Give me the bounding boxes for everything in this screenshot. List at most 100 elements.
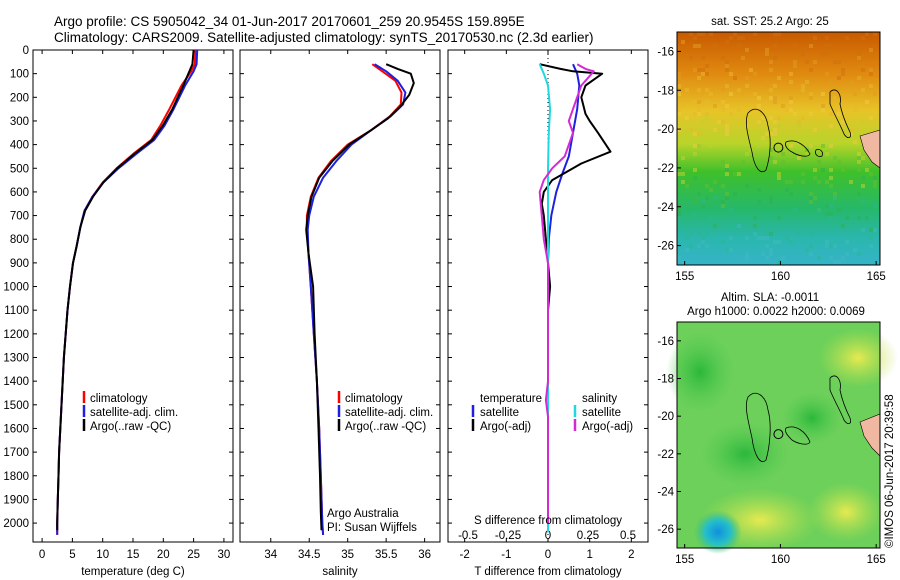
sst-pixel <box>761 252 765 256</box>
sst-pixel <box>693 100 697 104</box>
sst-pixel <box>873 180 877 184</box>
sla-lon-ticks: 155 160 165 <box>675 544 886 566</box>
sst-pixel <box>693 212 697 216</box>
sst-pixel <box>729 236 733 240</box>
sst-pixel <box>793 60 797 64</box>
sst-pixel <box>869 84 873 88</box>
legend-label-climatology: climatology <box>345 393 403 405</box>
sst-pixel <box>773 96 777 100</box>
sst-pixel <box>697 68 701 72</box>
legend-label-s-argo: Argo(-adj) <box>582 421 633 433</box>
sst-pixel <box>813 196 817 200</box>
sst-pixel <box>713 196 717 200</box>
lat-tick-label: -26 <box>657 524 674 536</box>
sla-green-right <box>782 392 842 444</box>
sst-pixel <box>721 160 725 164</box>
sst-pixel <box>717 120 721 124</box>
sst-pixel <box>753 232 757 236</box>
depth-tick-label: 800 <box>10 234 29 246</box>
sst-pixel <box>777 260 781 264</box>
sst-pixel <box>785 236 789 240</box>
sst-pixel <box>729 216 733 220</box>
sst-pixel <box>721 108 725 112</box>
sst-pixel <box>733 76 737 80</box>
sst-pixel <box>825 240 829 244</box>
sst-pixel <box>865 168 869 172</box>
sst-pixel <box>721 56 725 60</box>
sst-pixel <box>841 120 845 124</box>
sst-pixel <box>813 168 817 172</box>
x-tick-label: 2 <box>628 549 634 561</box>
sst-pixel <box>761 236 765 240</box>
sla-cyan-eddy <box>694 510 742 554</box>
sst-pixel <box>693 168 697 172</box>
sst-pixel <box>709 144 713 148</box>
sst-pixel <box>821 144 825 148</box>
lat-tick-label: -18 <box>657 85 674 97</box>
sst-pixel <box>705 88 709 92</box>
sst-pixel <box>869 244 873 248</box>
depth-ticks: 0 100 200 300 400 500 600 700 800 900 1000 1100 1200… <box>3 45 233 530</box>
sst-pixel <box>821 104 825 108</box>
temperature-lines <box>56 50 199 535</box>
sst-pixel <box>693 68 697 72</box>
sst-pixel <box>697 108 701 112</box>
sst-pixel <box>805 248 809 252</box>
sst-pixel <box>685 88 689 92</box>
sst-pixel <box>777 76 781 80</box>
sst-pixel <box>701 120 705 124</box>
s-difference-ticks: -0.5 -0.25 0 0.25 0.5 <box>458 530 636 542</box>
temperature-panel: 0100200300400500600700800900100011001200… <box>3 45 234 578</box>
sst-pixel <box>861 156 865 160</box>
sst-pixel <box>825 44 829 48</box>
sst-pixel <box>841 72 845 76</box>
sst-pixel <box>829 212 833 216</box>
x-tick-label: 15 <box>127 549 140 561</box>
temperature-diff-legend: temperature satellite Argo(-adj) <box>471 393 542 433</box>
sst-pixel <box>765 236 769 240</box>
sst-pixel <box>809 200 813 204</box>
lon-tick-label: 165 <box>867 554 886 566</box>
sst-pixel <box>725 104 729 108</box>
sst-pixel <box>769 68 773 72</box>
t-difference-ticks: -2 -1 0 1 2 <box>460 50 635 561</box>
sst-pixel <box>725 84 729 88</box>
salinity-panel: 34 34.5 35 35.5 36 salinity climatology sate… <box>239 49 441 578</box>
sst-pixel <box>729 208 733 212</box>
lon-tick-label: 160 <box>771 554 790 566</box>
sst-pixel <box>725 60 729 64</box>
sst-pixel <box>765 84 769 88</box>
sla-map-panel: Altim. SLA: -0.0011 Argo h1000: 0.0022 h… <box>657 292 898 566</box>
sst-pixel <box>677 84 681 88</box>
sst-pixel <box>693 152 697 156</box>
sst-pixel <box>697 32 701 36</box>
sst-pixel <box>701 72 705 76</box>
argo-float-marker <box>773 142 784 153</box>
sst-pixel <box>781 160 785 164</box>
salinity-lines <box>305 63 415 535</box>
sst-pixel <box>817 208 821 212</box>
sst-pixel <box>869 216 873 220</box>
x-tick-label: 30 <box>218 549 231 561</box>
sst-pixel <box>845 252 849 256</box>
sst-pixel <box>805 152 809 156</box>
sst-pixel <box>829 140 833 144</box>
sst-pixel <box>689 56 693 60</box>
sst-pixel <box>745 84 749 88</box>
sst-pixel <box>853 140 857 144</box>
sst-pixel <box>705 196 709 200</box>
sst-pixel <box>829 256 833 260</box>
sst-pixel <box>793 44 797 48</box>
depth-tick-label: 1100 <box>4 305 29 317</box>
sla-yellow-se <box>808 482 884 542</box>
sst-pixel <box>725 68 729 72</box>
sst-pixel <box>705 184 709 188</box>
sst-pixel <box>861 176 865 180</box>
series-line-s-satellite <box>538 63 552 533</box>
sst-pixel <box>757 104 761 108</box>
title-line-2: Climatology: CARS2009. Satellite-adjuste… <box>54 30 594 45</box>
depth-tick-label: 1300 <box>3 353 29 365</box>
sst-pixel <box>713 104 717 108</box>
sst-pixel <box>693 200 697 204</box>
sst-pixel <box>809 144 813 148</box>
